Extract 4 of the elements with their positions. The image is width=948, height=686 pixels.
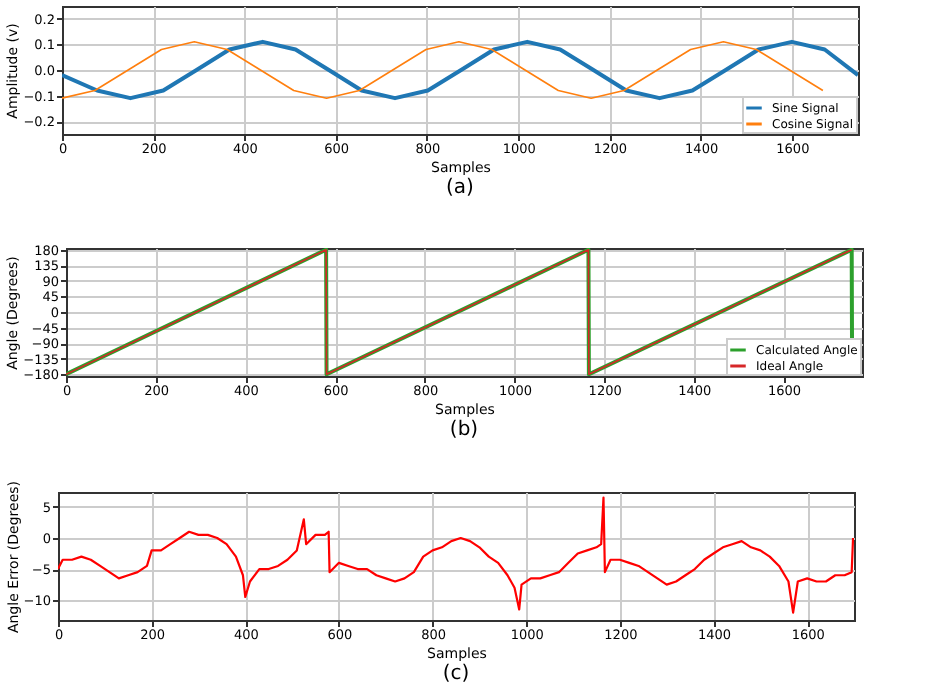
text: (c) [442, 663, 470, 685]
text: (b) [449, 419, 479, 441]
line-series [58, 496, 854, 614]
text: (a) [446, 177, 475, 199]
